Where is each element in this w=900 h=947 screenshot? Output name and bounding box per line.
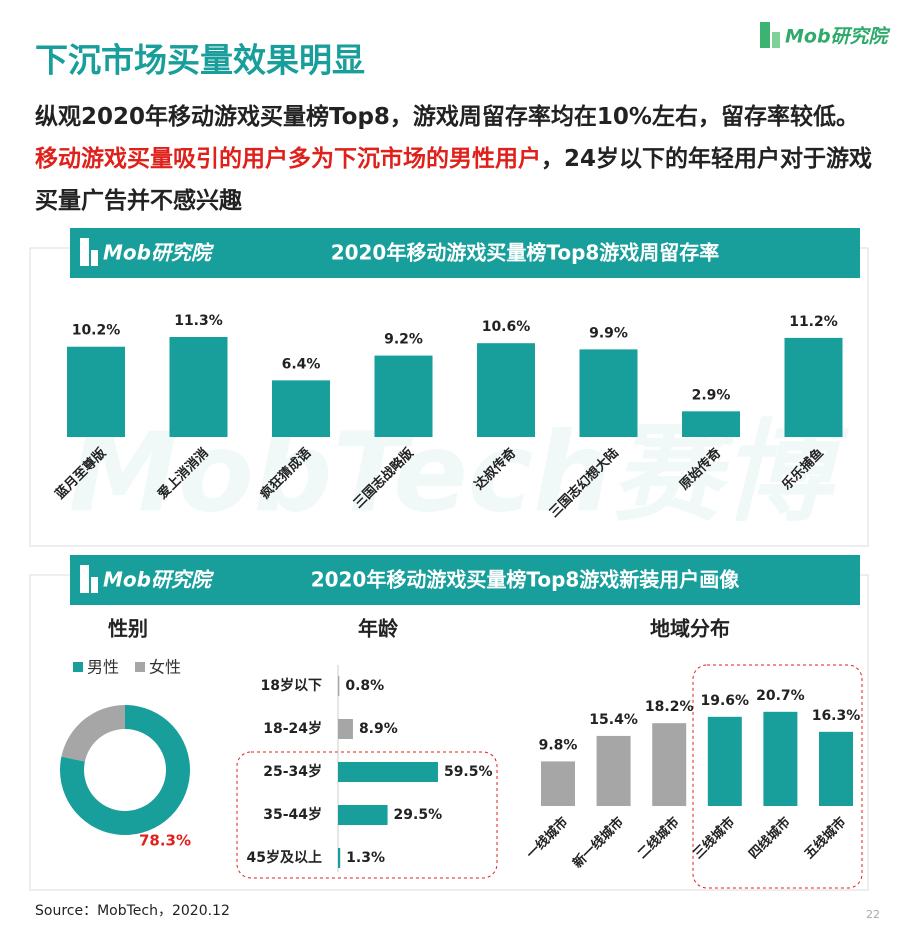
logo-icon: [91, 577, 98, 593]
value-label: 1.3%: [346, 850, 385, 866]
value-label: 59.5%: [444, 764, 493, 780]
bar: [338, 848, 341, 868]
highlight-box: [236, 751, 498, 879]
value-label: 15.4%: [589, 712, 638, 728]
x-tick-label: 新一线城市: [570, 814, 627, 871]
bar: [579, 349, 638, 437]
value-label: 0.8%: [345, 678, 384, 694]
summary-text: 纵观2020年移动游戏买量榜Top8，游戏周留存率均在10%左右，留存率较低。: [35, 104, 859, 130]
panel-title: 2020年移动游戏买量榜Top8游戏周留存率: [331, 241, 720, 265]
logo-icon: [80, 565, 89, 593]
y-tick-label: 18-24岁: [263, 720, 322, 737]
x-tick-label: 二线城市: [634, 814, 682, 862]
logo: Mob研究院: [785, 26, 891, 48]
value-label: 9.2%: [384, 332, 423, 348]
summary: 纵观2020年移动游戏买量榜Top8，游戏周留存率均在10%左右，留存率较低。移…: [35, 96, 873, 222]
value-label: 20.7%: [756, 688, 805, 704]
x-tick-label: 一线城市: [523, 814, 571, 862]
legend-label: 女性: [149, 658, 181, 677]
summary-text: ，24岁以下的年轻用户对于游戏买量广告并不感兴趣: [35, 146, 873, 214]
value-label: 9.8%: [539, 737, 578, 753]
value-label: 8.9%: [359, 721, 398, 737]
bar: [338, 762, 438, 782]
value-label: 11.3%: [174, 313, 223, 329]
value-label: 6.4%: [282, 356, 321, 372]
page-number: 22: [866, 908, 880, 921]
logo-icon: [91, 250, 98, 266]
panel-header: [70, 228, 860, 278]
bar: [652, 723, 687, 806]
bar: [338, 719, 353, 739]
y-tick-label: 35-44岁: [263, 806, 322, 823]
bar: [477, 343, 535, 437]
y-tick-label: 25-34岁: [263, 763, 322, 780]
value-label: 19.6%: [701, 693, 750, 709]
legend-label: 男性: [87, 658, 119, 677]
y-tick-label: 45岁及以上: [247, 849, 322, 866]
panel-logo: Mob研究院: [103, 241, 215, 265]
logo-icon: [772, 32, 780, 48]
bar: [338, 805, 388, 825]
value-label: 78.3%: [139, 832, 191, 850]
bar: [784, 337, 843, 437]
chart-title: 性别: [108, 617, 148, 641]
bar: [541, 761, 575, 806]
highlight-box: [692, 664, 863, 889]
bar: [272, 380, 330, 437]
value-label: 11.2%: [789, 314, 838, 330]
donut-segment: [59, 705, 190, 836]
bar: [67, 346, 125, 437]
bar: [819, 731, 853, 806]
value-label: 29.5%: [394, 807, 443, 823]
summary-highlight: 移动游戏买量吸引的用户多为下沉市场的男性用户: [35, 146, 541, 172]
value-label: 2.9%: [692, 387, 731, 403]
value-label: 10.2%: [72, 323, 121, 339]
logo-icon: [760, 22, 770, 48]
x-tick-label: 三线城市: [690, 814, 738, 862]
x-tick-label: 五线城市: [801, 814, 849, 862]
x-tick-label: 四线城市: [746, 814, 794, 862]
logo-icon: [80, 238, 89, 266]
bar: [596, 735, 631, 806]
panel-title: 2020年移动游戏买量榜Top8游戏新装用户画像: [311, 568, 741, 592]
chart-title: 年龄: [358, 617, 399, 641]
value-label: 10.6%: [482, 319, 531, 335]
y-tick-label: 18岁以下: [261, 677, 322, 694]
legend-swatch: [135, 662, 145, 672]
value-label: 9.9%: [589, 325, 628, 341]
legend-swatch: [73, 662, 83, 672]
panel-header: [70, 555, 860, 605]
bar: [338, 676, 340, 696]
bar: [707, 716, 742, 806]
bar: [374, 355, 433, 437]
panel-logo: Mob研究院: [103, 568, 215, 592]
donut-segment: [61, 705, 125, 762]
source: Source：MobTech，2020.12: [35, 903, 230, 919]
value-label: 16.3%: [812, 708, 861, 724]
bar: [169, 336, 228, 437]
bar: [763, 711, 798, 806]
chart-title: 地域分布: [650, 617, 730, 641]
bar: [682, 411, 740, 437]
slide-title: 下沉市场买量效果明显: [35, 41, 365, 80]
value-label: 18.2%: [645, 699, 694, 715]
